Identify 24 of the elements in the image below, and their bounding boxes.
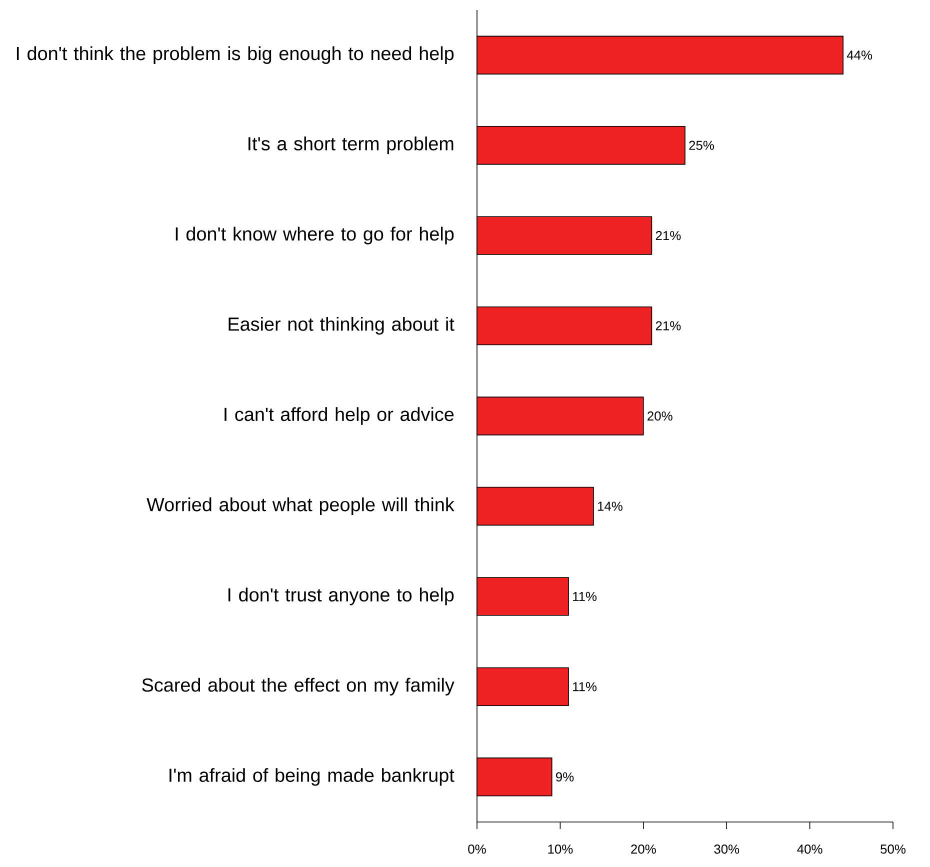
data-label: 21% xyxy=(656,231,681,240)
y-tick-label: Easier not thinking about it xyxy=(228,316,454,335)
y-tick-label: I don't think the problem is big enough to need help xyxy=(16,46,454,64)
y-tick-label: I don't know where to go for help xyxy=(176,226,454,244)
x-tick-label: 10% xyxy=(548,844,573,854)
y-tick-label: It's a short term problem xyxy=(248,136,454,154)
x-tick-label: 40% xyxy=(797,844,822,854)
data-label: 14% xyxy=(598,502,622,511)
y-tick-label: Worried about what people will think xyxy=(146,497,454,516)
data-label: 11% xyxy=(573,592,597,601)
data-label: 11% xyxy=(573,682,597,692)
x-tick-label: 20% xyxy=(631,844,656,854)
x-tick-label: 0% xyxy=(468,844,486,854)
y-tick-label: I'm afraid of being made bankrupt xyxy=(170,768,454,786)
x-tick-label: 50% xyxy=(880,844,906,854)
data-label: 25% xyxy=(689,140,714,150)
y-tick-label: Scared about the effect on my family xyxy=(142,678,454,696)
data-label: 21% xyxy=(656,321,681,330)
data-label: 20% xyxy=(648,411,672,421)
data-label: 9% xyxy=(556,772,574,782)
y-tick-label: I can't afford help or advice xyxy=(224,407,454,425)
data-label: 44% xyxy=(846,50,872,60)
y-tick-label: I don't trust anyone to help xyxy=(228,588,454,606)
x-tick-label: 30% xyxy=(714,844,740,854)
